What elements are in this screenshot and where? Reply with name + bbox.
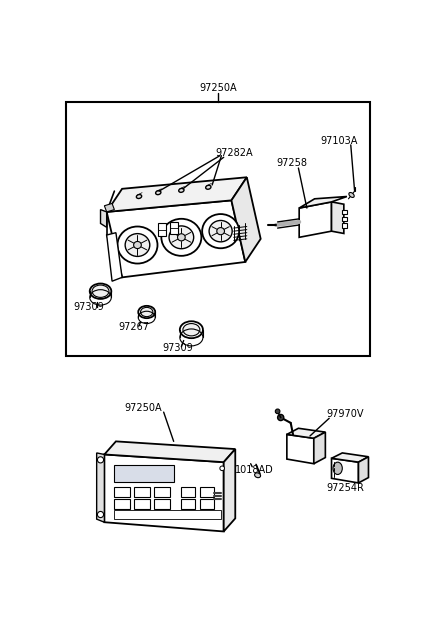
Ellipse shape [118,226,158,264]
Bar [200,487,214,497]
Bar [114,487,130,497]
Polygon shape [104,455,224,532]
Circle shape [98,457,104,463]
Polygon shape [104,441,235,462]
Polygon shape [106,201,245,277]
Ellipse shape [136,195,142,199]
Polygon shape [287,428,325,439]
Ellipse shape [141,307,153,316]
Circle shape [98,511,104,518]
Text: 97258: 97258 [276,158,307,168]
Ellipse shape [179,188,184,192]
Polygon shape [231,177,261,262]
Text: 97103A: 97103A [320,136,358,146]
Polygon shape [331,458,358,483]
Bar [200,499,214,509]
Ellipse shape [92,285,109,297]
Polygon shape [224,449,235,532]
Ellipse shape [183,323,200,336]
Text: 97309: 97309 [74,302,104,312]
Bar [134,499,150,509]
Polygon shape [299,202,331,237]
Polygon shape [104,203,114,212]
Ellipse shape [169,226,194,249]
Circle shape [220,466,225,471]
Bar [343,217,347,221]
Ellipse shape [178,234,185,241]
Bar [158,224,166,236]
Text: 97250A: 97250A [199,83,237,93]
Polygon shape [101,210,106,228]
Bar [114,499,130,509]
Ellipse shape [134,242,141,249]
Polygon shape [287,435,314,464]
Bar [343,210,347,214]
Ellipse shape [206,185,211,189]
Ellipse shape [209,221,232,242]
Text: 97254R: 97254R [326,482,364,493]
Ellipse shape [349,192,354,197]
Bar [181,487,195,497]
Polygon shape [299,197,347,208]
Polygon shape [331,202,344,233]
Ellipse shape [90,284,111,299]
Polygon shape [106,177,247,212]
Polygon shape [97,453,104,522]
Ellipse shape [217,228,225,235]
Text: 97309: 97309 [162,343,193,353]
Polygon shape [358,457,368,483]
Ellipse shape [155,191,161,195]
Bar [170,222,178,234]
Text: 97267: 97267 [118,322,149,332]
Text: 1018AD: 1018AD [235,465,274,475]
Bar [154,499,170,509]
Polygon shape [314,432,325,464]
Ellipse shape [202,214,239,248]
Ellipse shape [138,306,155,318]
Bar [154,487,170,497]
Circle shape [275,409,280,413]
Text: 97282A: 97282A [215,149,253,158]
Bar [181,499,195,509]
Bar [114,466,174,482]
Bar [134,487,150,497]
Bar [114,510,221,519]
Bar [66,102,370,356]
Text: 97250A: 97250A [124,403,162,413]
Ellipse shape [180,322,203,338]
Polygon shape [331,453,368,462]
Polygon shape [106,233,122,281]
Ellipse shape [125,233,150,257]
Circle shape [278,415,284,421]
Bar [343,224,347,228]
Ellipse shape [255,473,261,478]
Ellipse shape [161,219,201,256]
Ellipse shape [333,462,343,475]
Text: 97970V: 97970V [327,410,364,419]
